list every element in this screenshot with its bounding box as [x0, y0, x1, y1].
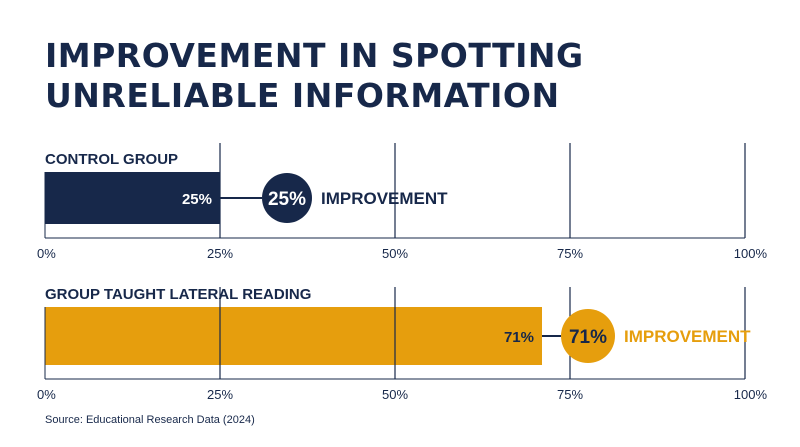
tick-label-1-3: 75%	[557, 246, 583, 261]
title-line-1: IMPROVEMENT IN SPOTTING	[45, 36, 584, 75]
panel-label-2: GROUP TAUGHT LATERAL READING	[45, 286, 311, 303]
tick-label-2-1: 25%	[207, 387, 233, 402]
callout-text-1: IMPROVEMENT	[321, 189, 448, 208]
tick-label-2-4: 100%	[734, 387, 768, 402]
tick-label-1-4: 100%	[734, 246, 768, 261]
panel-label-1: CONTROL GROUP	[45, 151, 178, 168]
badge-circle-1	[262, 173, 312, 223]
badge-value-1: 25%	[268, 189, 306, 210]
tick-label-1-2: 50%	[382, 246, 408, 261]
badge-value-2: 71%	[569, 327, 607, 348]
bar-1	[45, 172, 220, 224]
tick-label-1-1: 25%	[207, 246, 233, 261]
bar-value-label-1: 25%	[182, 191, 212, 208]
callout-text-2: IMPROVEMENT	[624, 327, 751, 346]
title-line-2: UNRELIABLE INFORMATION	[45, 76, 560, 115]
tick-label-2-3: 75%	[557, 387, 583, 402]
bar-value-label-2: 71%	[504, 329, 534, 346]
tick-label-2-2: 50%	[382, 387, 408, 402]
badge-circle-2	[561, 309, 615, 363]
source-note: Source: Educational Research Data (2024)	[45, 414, 255, 426]
tick-label-2-0: 0%	[37, 387, 56, 402]
bar-2	[45, 307, 542, 365]
tick-label-1-0: 0%	[37, 246, 56, 261]
page-title: IMPROVEMENT IN SPOTTING UNRELIABLE INFOR…	[45, 36, 765, 116]
